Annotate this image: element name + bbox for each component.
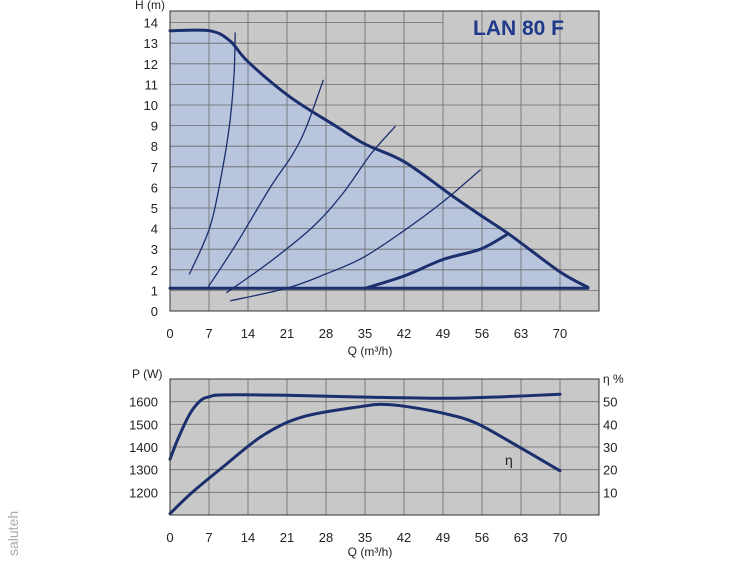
x-tick-label: 0 — [166, 530, 173, 545]
x-tick-label: 7 — [205, 530, 212, 545]
x-tick-label: 28 — [319, 326, 333, 341]
x-tick-label: 35 — [358, 326, 372, 341]
x-tick-label: 42 — [397, 530, 411, 545]
y-tick-label: 11 — [145, 77, 159, 92]
efficiency-tick-label: 50 — [603, 395, 617, 410]
y-tick-label: 3 — [151, 242, 158, 257]
power-tick-label: 1300 — [129, 463, 158, 478]
efficiency-tick-label: 40 — [603, 417, 617, 432]
x-tick-label: 42 — [397, 326, 411, 341]
power-plot-frame — [169, 378, 600, 516]
x-tick-label: 0 — [166, 326, 173, 341]
efficiency-tick-label: 20 — [603, 463, 617, 478]
x-tick-label: 28 — [319, 530, 333, 545]
x-tick-label: 49 — [436, 326, 450, 341]
y-tick-label: 9 — [151, 119, 158, 134]
power-efficiency-chart: 0 7 14 21 28 35 42 49 56 63 70 1200 1300 1400 1500 160… — [129, 367, 624, 559]
operating-area — [170, 30, 588, 289]
system-curve-line — [188, 32, 236, 275]
efficiency-tick-label: 10 — [603, 485, 617, 500]
y-tick-label: 5 — [151, 201, 158, 216]
x-tick-label: 70 — [553, 326, 567, 341]
efficiency-y-ticks: 10 20 30 40 50 — [603, 395, 617, 501]
x-tick-label: 21 — [280, 326, 294, 341]
x-tick-label: 70 — [553, 530, 567, 545]
efficiency-curve — [168, 402, 562, 516]
power-efficiency-curves — [168, 392, 562, 516]
x-tick-label: 63 — [514, 530, 528, 545]
efficiency-y-axis-label: η % — [603, 372, 624, 386]
x-tick-label: 14 — [241, 326, 255, 341]
system-curve-line — [206, 79, 324, 289]
head-plot-frame — [169, 10, 600, 312]
efficiency-tick-label: 30 — [603, 440, 617, 455]
power-x-ticks: 0 7 14 21 28 35 42 49 56 63 70 — [166, 530, 567, 545]
system-curve-line — [226, 125, 396, 294]
power-tick-label: 1400 — [129, 440, 158, 455]
y-tick-label: 12 — [144, 57, 158, 72]
system-curve-line — [230, 169, 481, 302]
y-tick-label: 4 — [151, 222, 158, 237]
y-tick-label: 1 — [151, 283, 158, 298]
x-tick-label: 56 — [475, 326, 489, 341]
head-curves — [168, 28, 590, 302]
power-y-axis-label: P (W) — [132, 367, 162, 381]
max-curve-line — [168, 28, 590, 289]
y-tick-label: 7 — [151, 160, 158, 175]
power-x-axis-label: Q (m³/h) — [348, 545, 393, 559]
y-tick-label: 14 — [144, 16, 158, 31]
x-tick-label: 7 — [205, 326, 212, 341]
power-tick-label: 1600 — [129, 395, 158, 410]
y-tick-label: 8 — [151, 139, 158, 154]
power-y-ticks: 1200 1300 1400 1500 1600 — [129, 395, 158, 501]
y-tick-label: 6 — [151, 180, 158, 195]
head-y-axis-label: H (m) — [135, 0, 165, 12]
x-tick-label: 56 — [475, 530, 489, 545]
efficiency-curve-label: η — [505, 452, 513, 468]
x-tick-label: 14 — [241, 530, 255, 545]
x-tick-label: 63 — [514, 326, 528, 341]
head-x-axis-label: Q (m³/h) — [348, 344, 393, 358]
power-tick-label: 1500 — [129, 417, 158, 432]
y-tick-label: 10 — [144, 98, 158, 113]
x-tick-label: 21 — [280, 530, 294, 545]
head-x-ticks: 0 7 14 21 28 35 42 49 56 63 70 — [166, 326, 567, 341]
system-curve-thick-line — [363, 233, 508, 290]
y-tick-label: 2 — [151, 263, 158, 278]
watermark: saluteh — [5, 511, 21, 556]
head-flow-chart: 0 7 14 21 28 35 42 49 56 63 70 0123456789101112131… — [135, 0, 600, 358]
power-curve — [168, 392, 562, 461]
x-tick-label: 49 — [436, 530, 450, 545]
chart-title: LAN 80 F — [473, 17, 564, 40]
power-tick-label: 1200 — [129, 485, 158, 500]
x-tick-label: 35 — [358, 530, 372, 545]
y-tick-label: 0 — [151, 304, 158, 319]
y-tick-label: 13 — [144, 36, 158, 51]
